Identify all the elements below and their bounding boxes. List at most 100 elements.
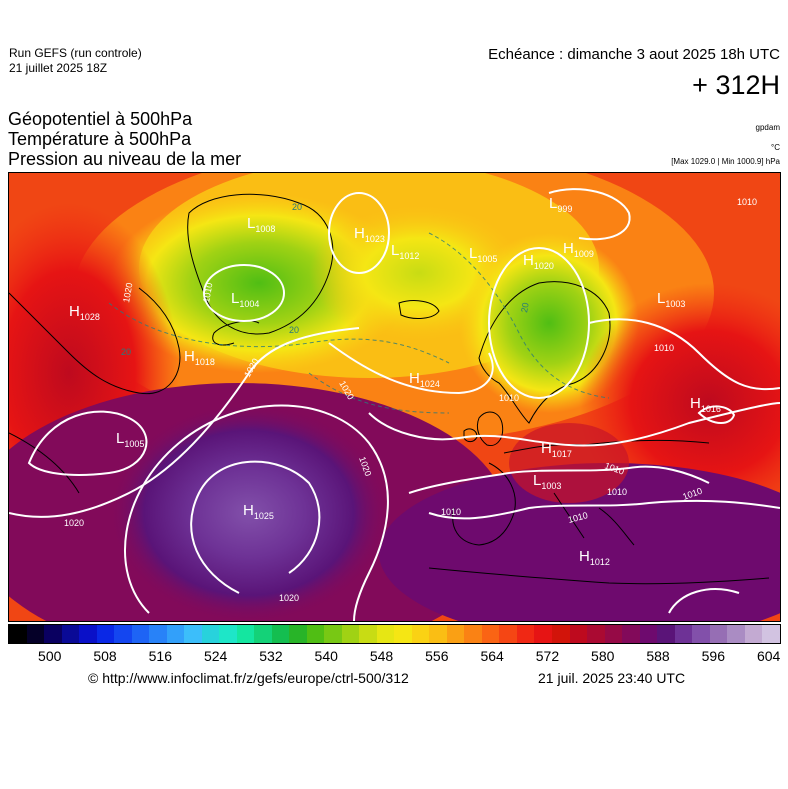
- colorbar-swatch: [762, 625, 780, 643]
- colorbar-swatch: [692, 625, 710, 643]
- center-1: H1023: [354, 225, 385, 244]
- colorbar-tick-label: 564: [480, 648, 504, 664]
- isotherms: [108, 232, 610, 414]
- iceland-coast: [398, 300, 440, 319]
- isobar-label-8: 1010: [607, 487, 627, 497]
- run-name: Run GEFS (run controle): [9, 46, 142, 60]
- colorbar-swatch: [709, 625, 728, 643]
- isotherm-label-2: 20: [121, 347, 131, 357]
- colorbar-swatch: [744, 625, 763, 643]
- isobar-azores-outer: [124, 404, 389, 622]
- colorbar-swatch: [254, 625, 272, 643]
- colorbar-swatch: [114, 625, 132, 643]
- colorbar-swatch: [9, 625, 27, 643]
- us-coast: [8, 432, 80, 494]
- colorbar-tick-label: 524: [203, 648, 228, 664]
- colorbar-tick-label: 588: [646, 648, 670, 664]
- colorbar-swatch: [61, 625, 80, 643]
- colorbar-swatch: [219, 625, 237, 643]
- pressure-centers: L999 H1023 L1008 L1012 L1005 H1020 H1009…: [69, 195, 721, 567]
- colorbar-tick-label: 532: [259, 648, 283, 664]
- scandinavia-coast: [478, 281, 611, 424]
- isotherm-3: [308, 372, 450, 414]
- colorbar-swatch: [26, 625, 45, 643]
- colorbar-swatch: [306, 625, 325, 643]
- valid-time: Echéance : dimanche 3 aout 2025 18h UTC: [488, 46, 780, 63]
- center-14: H1017: [541, 440, 572, 459]
- generation-timestamp: 21 juil. 2025 23:40 UTC: [538, 670, 686, 686]
- colorbar-swatch: [516, 625, 535, 643]
- colorbar-swatch: [674, 625, 693, 643]
- colorbar-swatch: [201, 625, 220, 643]
- center-12: L1005: [116, 430, 144, 449]
- colorbar-tick-label: 604: [756, 648, 781, 664]
- isobar-label-6: 1010: [654, 343, 674, 353]
- colorbar-swatch: [394, 625, 412, 643]
- colorbar-swatch: [359, 625, 377, 643]
- isobar-1020-central: [328, 342, 494, 395]
- field-red-east: [579, 283, 788, 523]
- colorbar-swatch: [341, 625, 360, 643]
- center-11: H1024: [409, 370, 440, 389]
- isobar-label-11: 1020: [64, 518, 84, 528]
- isobar-label-2: 1010: [201, 282, 214, 303]
- unit-temperature: °C: [771, 143, 780, 152]
- colorbar-swatch: [587, 625, 605, 643]
- center-5: H1020: [523, 252, 554, 271]
- weather-map: L999 H1023 L1008 L1012 L1005 H1020 H1009…: [0, 143, 788, 663]
- isobar-1010-med: [408, 465, 710, 494]
- greenland-coast: [187, 193, 334, 335]
- center-0: L999: [549, 195, 572, 214]
- lead-time: + 312H: [692, 70, 780, 100]
- colorbar-ticks: 500 508 516 524 532 540 548 556 564 572 580 588 596 6…: [8, 648, 781, 668]
- colorbar-swatch: [411, 625, 430, 643]
- colorbar-tick-label: 572: [535, 648, 560, 664]
- colorbar-swatch: [727, 625, 745, 643]
- center-13: H1016: [690, 395, 721, 414]
- isobar-1010-south: [428, 499, 781, 520]
- colorbar-swatch: [184, 625, 202, 643]
- param-pressure: Pression au niveau de la mer: [8, 149, 242, 169]
- center-17: H1012: [579, 548, 610, 567]
- isobar-label-0: 1010: [737, 197, 757, 207]
- unit-pressure: [Max 1029.0 | Min 1000.9] hPa: [671, 157, 780, 166]
- isotherm-labels: 20 20 20 20: [121, 202, 531, 357]
- colorbar-swatch: [429, 625, 447, 643]
- colorbar-swatch: [376, 625, 395, 643]
- colorbar-swatch: [639, 625, 658, 643]
- isobar-azores-inner: [190, 460, 321, 594]
- colorbar-swatch: [604, 625, 623, 643]
- param-temperature: Température à 500hPa: [8, 129, 192, 149]
- colorbar-swatch: [289, 625, 307, 643]
- colorbar-swatch: [96, 625, 115, 643]
- center-9: L1003: [657, 290, 685, 309]
- map-svg: L999 H1023 L1008 L1012 L1005 H1020 H1009…: [0, 143, 788, 663]
- colorbar-swatch: [534, 625, 552, 643]
- isotherm-label-0: 20: [292, 202, 302, 212]
- colorbar-swatch: [657, 625, 675, 643]
- colorbar-tick-label: 540: [314, 648, 338, 664]
- isobar-1010-east: [588, 318, 781, 391]
- colorbar-swatch: [499, 625, 517, 643]
- colorbar-swatch: [481, 625, 500, 643]
- colorbar-tick-label: 508: [93, 648, 117, 664]
- colorbar-tick-label: 556: [425, 648, 449, 664]
- isobar-1020-west: [8, 327, 360, 518]
- colorbar-tick-label: 500: [38, 648, 62, 664]
- colorbar-swatch: [79, 625, 97, 643]
- north-africa-coast: [428, 567, 770, 585]
- center-16: H1025: [243, 502, 274, 521]
- unit-geopotential: gpdam: [755, 123, 780, 132]
- center-8: H1028: [69, 303, 100, 322]
- coastlines: [8, 193, 770, 585]
- colorbar-swatch: [236, 625, 255, 643]
- isobar-high-east: [697, 405, 736, 424]
- colorbar-tick-label: 548: [369, 648, 394, 664]
- isobar-label-14: 1010: [499, 393, 519, 403]
- isobar-label-12: 1020: [279, 593, 299, 603]
- colorbar: [8, 624, 781, 644]
- isobar-label-9: 1010: [441, 507, 461, 517]
- param-geopotential: Géopotentiel à 500hPa: [8, 109, 193, 129]
- italy-balkans-coast: [553, 492, 635, 546]
- colorbar-swatch: [569, 625, 588, 643]
